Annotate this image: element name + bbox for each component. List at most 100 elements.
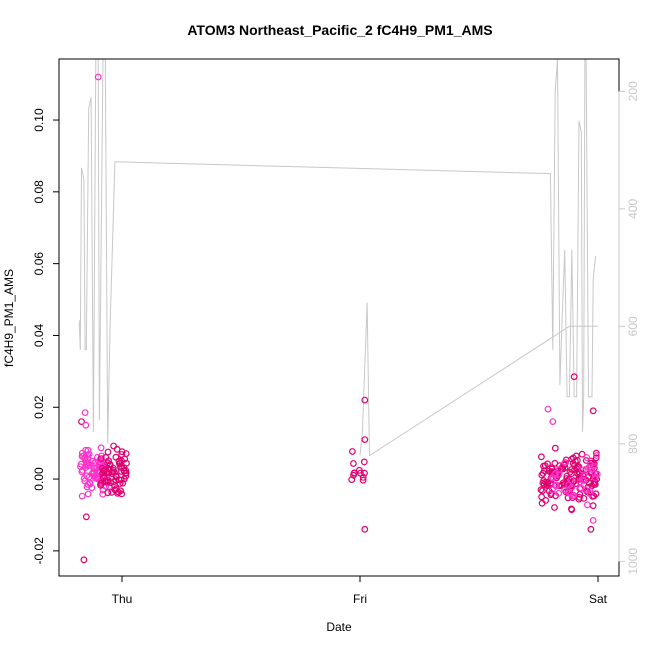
data-point <box>585 464 592 472</box>
data-point <box>567 477 575 484</box>
data-point <box>578 450 586 458</box>
data-point <box>568 506 576 514</box>
data-point <box>542 478 549 486</box>
y2-tick-label: 400 <box>626 198 640 218</box>
data-point <box>359 476 367 484</box>
data-point <box>118 451 125 458</box>
data-point-outlier <box>570 373 578 381</box>
data-point <box>350 460 357 467</box>
data-point <box>568 483 576 491</box>
data-point-outlier <box>587 525 595 533</box>
data-point <box>544 460 551 468</box>
data-point <box>116 459 124 467</box>
y-tick-label: 0.10 <box>32 108 46 132</box>
data-point <box>552 469 560 477</box>
data-point-outlier <box>361 436 369 444</box>
data-point <box>542 497 550 504</box>
data-point <box>551 459 559 467</box>
data-point <box>555 470 563 478</box>
data-point <box>101 466 109 473</box>
data-point <box>573 469 581 477</box>
data-point <box>580 477 587 485</box>
plot-content <box>77 59 601 564</box>
data-point <box>104 489 112 497</box>
data-point-outlier <box>81 409 89 417</box>
data-point <box>582 457 590 464</box>
data-point <box>537 486 545 494</box>
data-point-outlier <box>589 407 597 415</box>
data-point <box>551 504 558 511</box>
data-point <box>586 490 594 498</box>
y2-tick-label: 800 <box>626 433 640 453</box>
data-point <box>592 474 599 482</box>
axes: -0.02 0.00 0.02 0.04 0.06 0.08 0.10 200 400 600 80… <box>32 81 640 606</box>
altitude-line <box>78 59 597 444</box>
data-point <box>97 455 105 463</box>
data-point-outlier <box>589 517 597 524</box>
data-point <box>97 482 105 489</box>
y-axis-label: fC4H9_PM1_AMS <box>2 269 16 367</box>
data-point <box>549 474 557 482</box>
plot-area <box>77 59 601 564</box>
data-point <box>123 459 130 467</box>
data-point <box>110 442 117 450</box>
data-point <box>551 444 559 452</box>
data-point <box>360 458 368 466</box>
data-point <box>549 486 556 494</box>
x-tick-label: Fri <box>353 592 367 606</box>
data-point <box>85 473 93 481</box>
data-point <box>555 466 563 474</box>
data-point <box>357 469 364 477</box>
data-point <box>555 490 563 497</box>
altitude-line-segment <box>359 302 598 457</box>
data-point <box>118 490 126 498</box>
data-point <box>349 448 356 455</box>
data-point-outlier <box>94 73 102 81</box>
y-tick-label: 0.02 <box>32 395 46 419</box>
data-point <box>583 454 591 461</box>
data-point <box>90 468 98 476</box>
data-point <box>591 470 599 478</box>
data-point-outlier <box>544 405 552 413</box>
data-point <box>97 444 105 452</box>
data-point <box>538 453 545 461</box>
data-point <box>584 501 591 509</box>
data-point <box>92 459 99 467</box>
data-point <box>78 449 86 457</box>
data-point <box>561 486 568 494</box>
x-axis-label: Date <box>326 620 352 634</box>
data-point <box>102 478 110 486</box>
data-point <box>112 453 120 461</box>
data-point-outlier <box>80 556 88 564</box>
data-point-outlier <box>82 513 90 521</box>
data-point <box>112 473 120 481</box>
y-tick-label: 0.00 <box>32 467 46 491</box>
data-point <box>593 470 601 478</box>
x-tick-label: Sat <box>589 592 608 606</box>
data-point <box>356 466 363 474</box>
chart-title: ATOM3 Northeast_Pacific_2 fC4H9_PM1_AMS <box>187 22 492 38</box>
y-tick-label: 0.08 <box>32 180 46 204</box>
data-point <box>350 471 357 479</box>
data-point <box>82 458 90 466</box>
data-point <box>552 482 560 490</box>
data-point <box>78 492 86 500</box>
y2-tick-label: 600 <box>626 316 640 336</box>
data-point-outlier <box>78 418 85 426</box>
data-point <box>81 477 89 485</box>
data-point <box>538 493 545 501</box>
y2-tick-label: 200 <box>626 81 640 101</box>
data-point <box>579 466 586 474</box>
data-point <box>84 490 92 498</box>
data-point <box>361 469 368 477</box>
data-point <box>122 467 130 474</box>
data-point <box>110 478 118 486</box>
data-point <box>85 450 93 458</box>
data-point <box>84 446 92 454</box>
data-point <box>104 459 112 467</box>
data-point-outlier <box>549 418 557 426</box>
data-point <box>104 448 112 456</box>
data-point <box>592 449 600 457</box>
